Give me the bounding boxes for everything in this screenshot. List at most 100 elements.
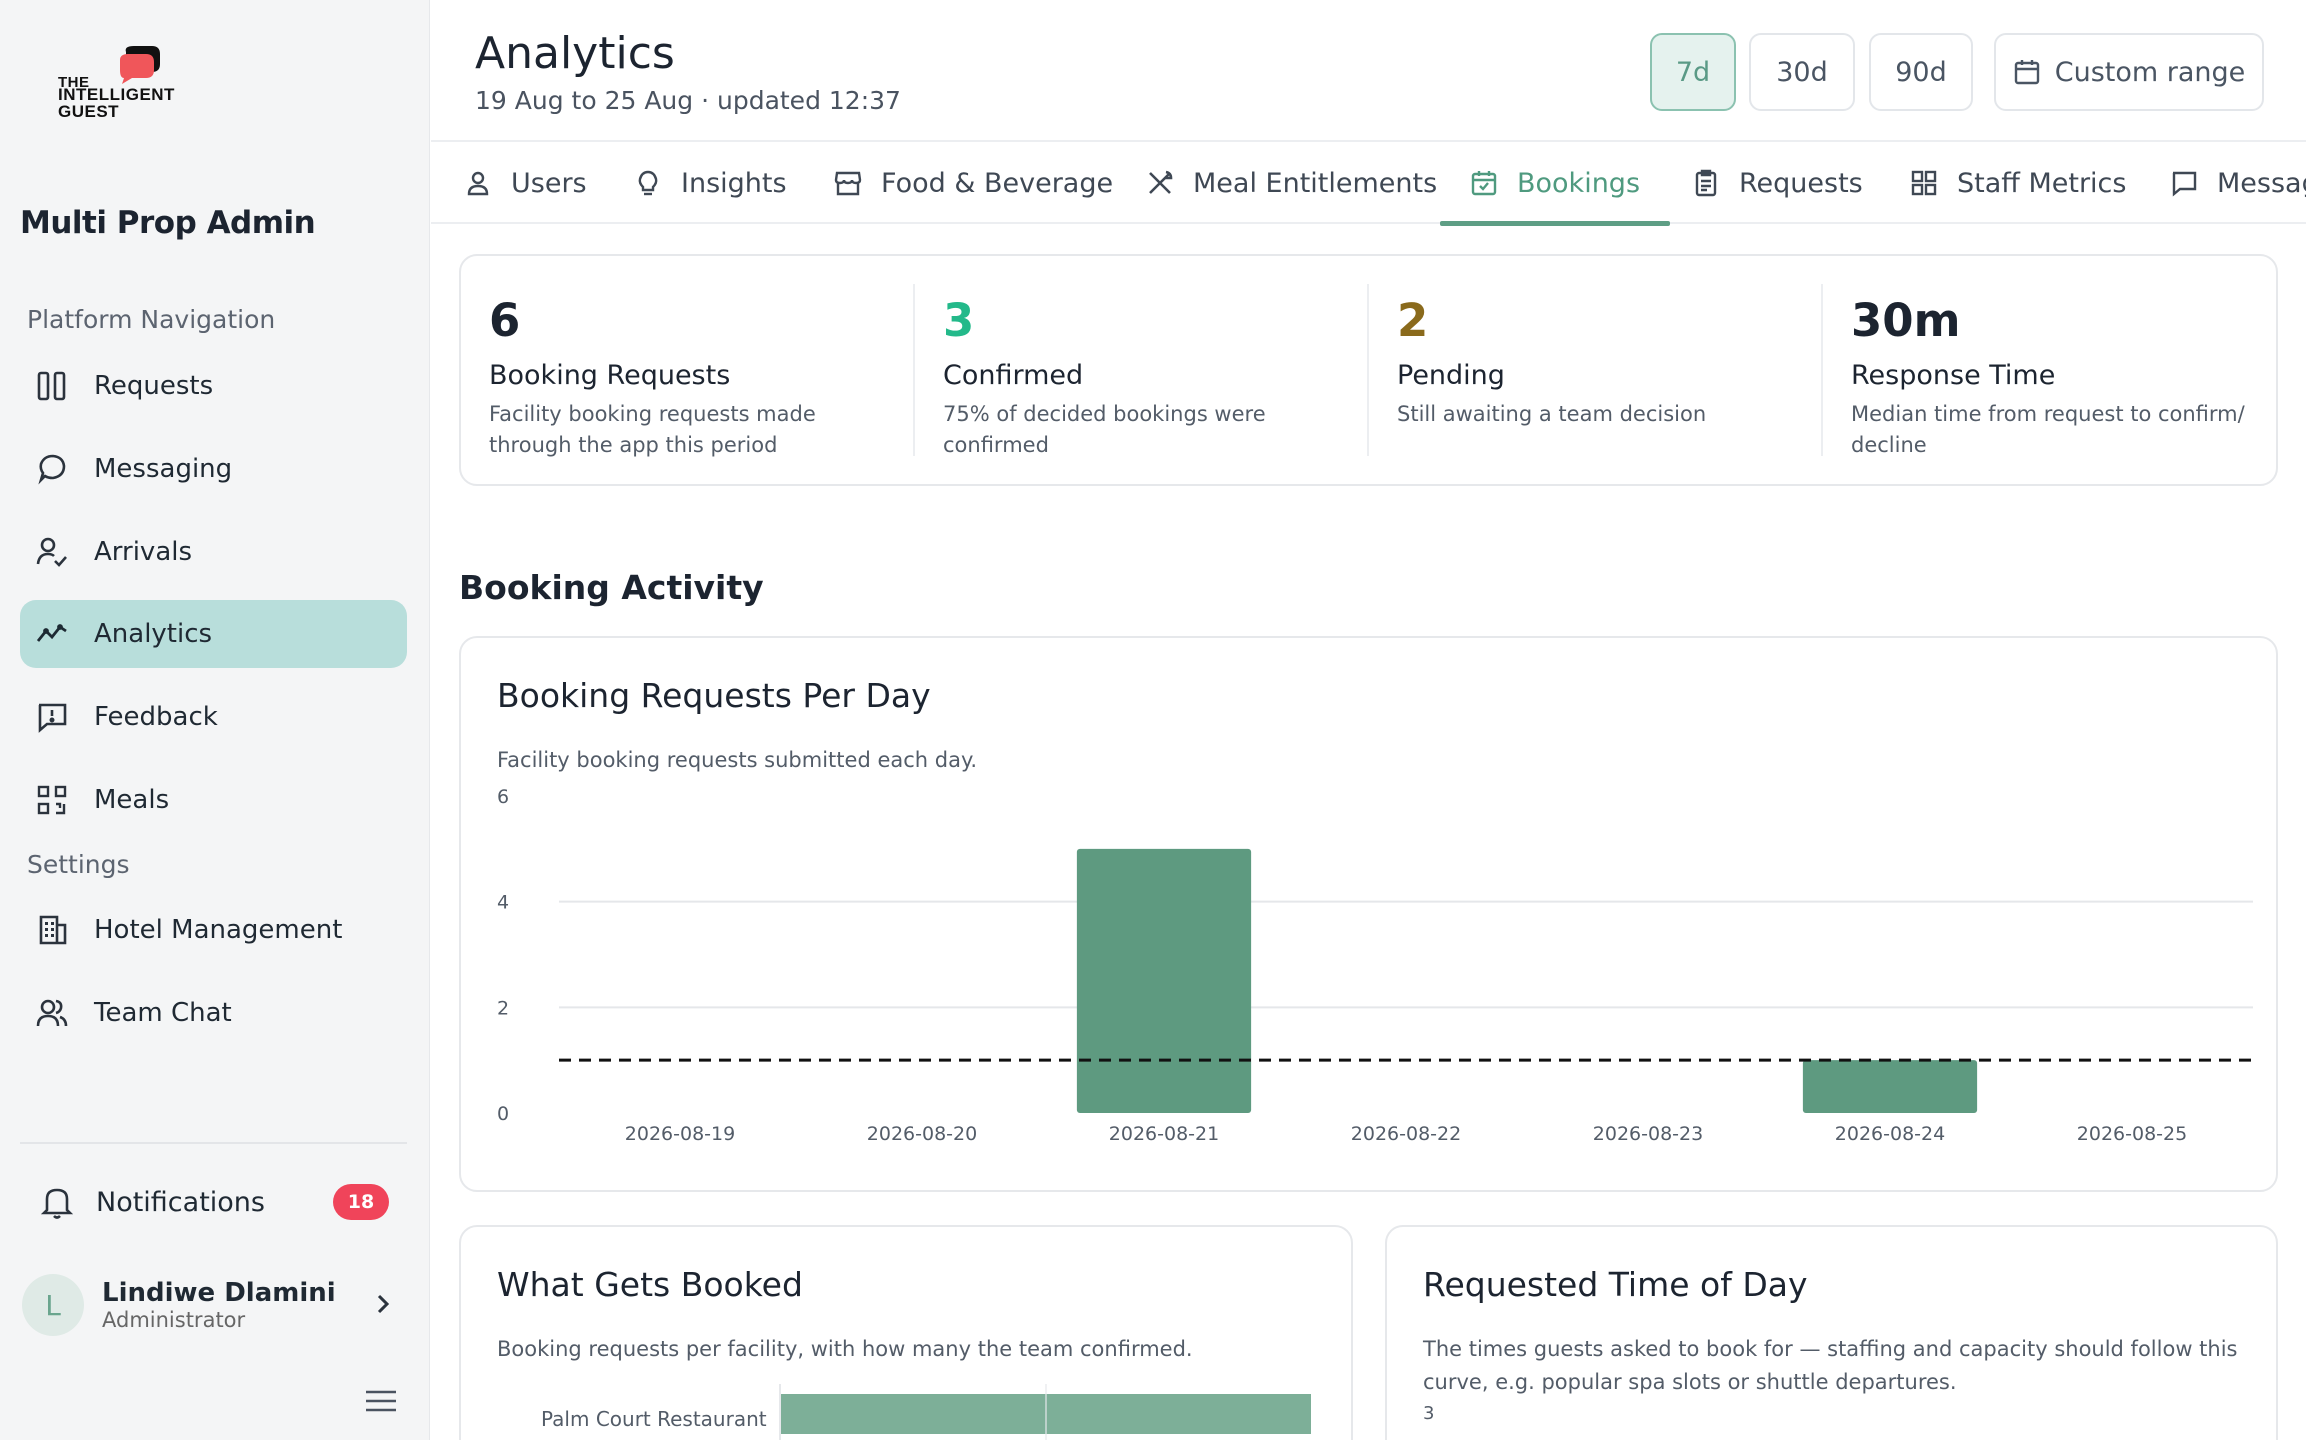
y-tick-label: 4: [497, 892, 509, 914]
sidebar-item-label: Team Chat: [94, 998, 232, 1028]
logo: THE INTELLIGENT GUEST: [58, 46, 198, 130]
x-tick-label: 2026-08-22: [1351, 1123, 1461, 1145]
stat-value: 2: [1397, 294, 1429, 347]
custom-range-label: Custom range: [2054, 56, 2246, 88]
y-tick-label: 0: [497, 1103, 509, 1125]
message-icon: [2169, 168, 2199, 198]
tab-meal-entitlements[interactable]: Meal Entitlements: [1145, 142, 1437, 224]
stat-booking-requests: 6 Booking Requests Facility booking requ…: [489, 296, 909, 461]
tab-bookings[interactable]: Bookings: [1440, 142, 1671, 226]
user-menu[interactable]: L Lindiwe Dlamini Administrator: [22, 1270, 407, 1340]
x-tick-label: 2026-08-23: [1593, 1123, 1703, 1145]
grid-line: [779, 1384, 781, 1440]
calendar-check-icon: [1469, 168, 1499, 198]
stat-description: Still awaiting a team decision: [1397, 402, 1707, 426]
x-tick-label: 2026-08-25: [2077, 1123, 2187, 1145]
sidebar-item-messaging[interactable]: Messaging: [20, 435, 407, 503]
stat-confirmed: 3 Confirmed 75% of decided bookings were…: [943, 296, 1363, 461]
chat-bubble-icon: [34, 451, 70, 487]
sidebar: THE INTELLIGENT GUEST Multi Prop Admin P…: [0, 0, 430, 1440]
sidebar-item-label: Feedback: [94, 702, 218, 732]
tab-label: Bookings: [1517, 167, 1641, 199]
sidebar-item-analytics[interactable]: Analytics: [20, 600, 407, 668]
stat-value: 3: [943, 294, 975, 347]
page-title: Analytics: [475, 28, 675, 79]
sidebar-item-label: Analytics: [94, 619, 213, 649]
sidebar-item-requests[interactable]: Requests: [20, 352, 407, 420]
page-subtitle: 19 Aug to 25 Aug · updated 12:37: [475, 86, 901, 115]
analytics-tabs: Users Insights Food & Beverage Meal Enti…: [431, 140, 2306, 226]
bell-icon: [40, 1184, 74, 1220]
y-tick-label: 2: [497, 997, 509, 1019]
range-90d-button[interactable]: 90d: [1869, 33, 1973, 111]
tab-users[interactable]: Users: [463, 142, 587, 224]
notifications-label: Notifications: [96, 1186, 265, 1218]
notifications-button[interactable]: Notifications 18: [20, 1170, 407, 1234]
sidebar-item-label: Arrivals: [94, 537, 193, 567]
stat-label: Booking Requests: [489, 360, 731, 391]
logo-line-3: GUEST: [58, 102, 120, 121]
stat-description: 75% of decided bookings were confirmed: [943, 402, 1266, 457]
card-title: Requested Time of Day: [1423, 1265, 1808, 1304]
trend-icon: [34, 616, 70, 652]
card-description: The times guests asked to book for — sta…: [1423, 1337, 2238, 1394]
stat-pending: 2 Pending Still awaiting a team decision: [1397, 296, 1817, 430]
feedback-icon: [34, 699, 70, 735]
tab-messaging[interactable]: Messag: [2169, 142, 2306, 224]
stat-value: 6: [489, 294, 521, 347]
tab-label: Meal Entitlements: [1193, 167, 1438, 199]
booking-requests-chart-card: Booking Requests Per Day Facility bookin…: [459, 636, 2278, 1192]
tab-requests[interactable]: Requests: [1691, 142, 1863, 224]
clipboard-icon: [1691, 168, 1721, 198]
user-role: Administrator: [102, 1308, 246, 1332]
what-gets-booked-card: What Gets Booked Booking requests per fa…: [459, 1225, 1353, 1440]
sidebar-item-arrivals[interactable]: Arrivals: [20, 518, 407, 586]
sidebar-item-label: Hotel Management: [94, 915, 343, 945]
stats-card: 6 Booking Requests Facility booking requ…: [459, 254, 2278, 486]
stat-value: 30m: [1851, 294, 1961, 347]
utensils-icon: [1145, 168, 1175, 198]
tab-label: Insights: [681, 167, 787, 199]
store-icon: [833, 168, 863, 198]
custom-range-button[interactable]: Custom range: [1994, 33, 2264, 111]
active-tab-indicator: [1440, 221, 1671, 226]
stat-label: Response Time: [1851, 360, 2056, 391]
x-tick-label: 2026-08-24: [1835, 1123, 1945, 1145]
stat-response-time: 30m Response Time Median time from reque…: [1851, 296, 2271, 461]
stat-description: Median time from request to confirm/ dec…: [1851, 402, 2245, 457]
x-tick-label: 2026-08-21: [1109, 1123, 1219, 1145]
brand-name: Multi Prop Admin: [20, 205, 316, 241]
avatar: L: [22, 1274, 84, 1336]
tab-label: Staff Metrics: [1957, 167, 2127, 199]
card-title: What Gets Booked: [497, 1265, 803, 1304]
card-description: Booking requests per facility, with how …: [497, 1337, 1193, 1361]
columns-icon: [34, 368, 70, 404]
facility-label: Palm Court Restaurant: [541, 1407, 767, 1431]
sidebar-item-hotel-management[interactable]: Hotel Management: [20, 896, 407, 964]
tab-label: Food & Beverage: [881, 167, 1114, 199]
section-title: Booking Activity: [459, 568, 764, 607]
lightbulb-icon: [633, 168, 663, 198]
grid-line: [1045, 1384, 1047, 1440]
menu-icon[interactable]: [364, 1388, 398, 1418]
logo-line-2: INTELLIGENT: [58, 85, 175, 104]
tab-label: Requests: [1739, 167, 1863, 199]
range-7d-button[interactable]: 7d: [1650, 33, 1736, 111]
logo-speech-icon: [120, 46, 160, 84]
tab-food-beverage[interactable]: Food & Beverage: [833, 142, 1113, 224]
tab-label: Users: [511, 167, 587, 199]
y-tick-label: 6: [497, 786, 509, 808]
sidebar-item-meals[interactable]: Meals: [20, 766, 407, 834]
tab-label: Messag: [2217, 167, 2306, 199]
users-icon: [34, 995, 70, 1031]
chart-description: Facility booking requests submitted each…: [497, 748, 978, 772]
tab-insights[interactable]: Insights: [633, 142, 787, 224]
requested-time-of-day-card: Requested Time of Day The times guests a…: [1385, 1225, 2278, 1440]
range-30d-button[interactable]: 30d: [1749, 33, 1855, 111]
sidebar-item-feedback[interactable]: Feedback: [20, 683, 407, 751]
chart-title: Booking Requests Per Day: [497, 676, 931, 715]
grid-icon: [1909, 168, 1939, 198]
x-tick-label: 2026-08-19: [625, 1123, 735, 1145]
sidebar-item-team-chat[interactable]: Team Chat: [20, 979, 407, 1047]
tab-staff-metrics[interactable]: Staff Metrics: [1909, 142, 2126, 224]
